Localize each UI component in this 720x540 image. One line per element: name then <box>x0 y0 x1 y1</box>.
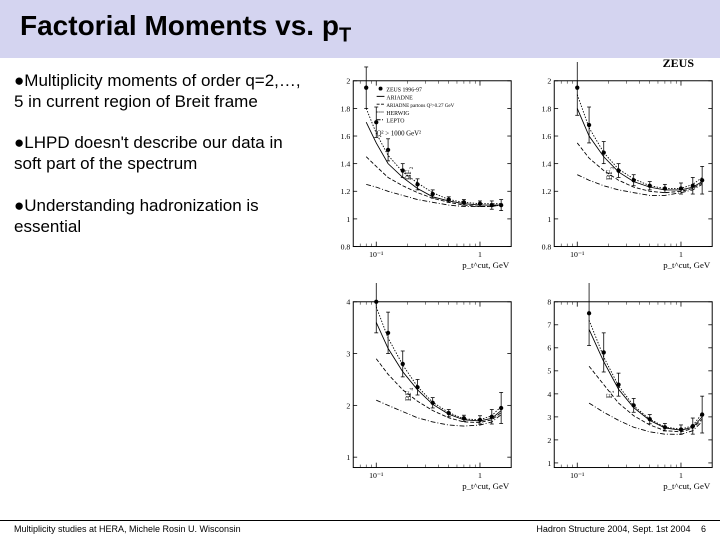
svg-text:p_t^cut, GeV: p_t^cut, GeV <box>462 260 510 270</box>
svg-text:10⁻¹: 10⁻¹ <box>570 250 585 259</box>
title-bar: Factorial Moments vs. pT <box>0 0 720 58</box>
bullet-dot: ● <box>14 71 24 90</box>
bullet-1-text: Multiplicity moments of order q=2,…, 5 i… <box>14 71 301 111</box>
bullet-3: ●Understanding hadronization is essentia… <box>14 195 314 238</box>
svg-text:2: 2 <box>346 401 350 410</box>
svg-text:2: 2 <box>547 435 551 444</box>
bullet-2: ●LHPD doesn't describe our data in soft … <box>14 132 314 175</box>
svg-text:1: 1 <box>547 458 551 467</box>
svg-text:1.6: 1.6 <box>542 132 552 141</box>
svg-text:1: 1 <box>679 471 683 480</box>
svg-text:2: 2 <box>547 76 551 85</box>
svg-text:HERWIG: HERWIG <box>386 110 410 116</box>
svg-text:1: 1 <box>478 471 482 480</box>
chart-f5: 1 2 3 4 5 6 7 8 10⁻¹ 1 F₅ p_t^cut, GeV <box>525 283 720 498</box>
svg-text:1.8: 1.8 <box>341 104 351 113</box>
text-column: ●Multiplicity moments of order q=2,…, 5 … <box>0 58 324 498</box>
chart-bf4: 1 2 3 4 10⁻¹ 1 BF₄ p_t^cut, GeV <box>324 283 519 498</box>
bullet-dot: ● <box>14 133 24 152</box>
svg-text:7: 7 <box>547 320 551 329</box>
svg-text:1.4: 1.4 <box>341 159 351 168</box>
charts-column: ZEUS 0.811.21.41.61.8210⁻¹1BF₂p_t^cut, G… <box>324 58 720 498</box>
svg-text:6: 6 <box>547 343 551 352</box>
title-main: Factorial Moments vs. p <box>20 10 339 41</box>
svg-text:0.8: 0.8 <box>341 242 351 251</box>
svg-text:ARIADNE partons Q²>0.27 GeV: ARIADNE partons Q²>0.27 GeV <box>386 103 454 109</box>
svg-text:BF₂: BF₂ <box>403 166 413 180</box>
footer: Multiplicity studies at HERA, Michele Ro… <box>0 520 720 534</box>
svg-text:Q² > 1000 GeV²: Q² > 1000 GeV² <box>377 130 421 137</box>
svg-text:3: 3 <box>547 412 551 421</box>
svg-text:10⁻¹: 10⁻¹ <box>570 471 585 480</box>
title-sub: T <box>339 25 351 47</box>
bullet-2-text: LHPD doesn't describe our data in soft p… <box>14 133 283 173</box>
chart-grid: 0.8 1 1.2 1.4 1.6 1.8 2 10⁻¹ 1 BF₂ p_t^cut, GeV ZEU… <box>324 62 720 498</box>
svg-text:1.8: 1.8 <box>542 104 552 113</box>
svg-text:1.4: 1.4 <box>542 159 552 168</box>
svg-text:1: 1 <box>679 250 683 259</box>
chart-bf3: 0.8 1 1.2 1.4 1.6 1.8 2 10⁻¹ 1 BF₃ p_t^cut, GeV <box>525 62 720 277</box>
svg-text:1: 1 <box>547 214 551 223</box>
page-number: 6 <box>701 524 706 534</box>
svg-text:1.2: 1.2 <box>341 187 351 196</box>
svg-text:p_t^cut, GeV: p_t^cut, GeV <box>462 481 510 491</box>
svg-text:1: 1 <box>346 214 350 223</box>
svg-text:10⁻¹: 10⁻¹ <box>369 250 384 259</box>
svg-text:p_t^cut, GeV: p_t^cut, GeV <box>663 260 711 270</box>
svg-text:4: 4 <box>547 389 551 398</box>
bullet-dot: ● <box>14 196 24 215</box>
svg-text:ZEUS 1996-97: ZEUS 1996-97 <box>386 87 422 93</box>
svg-text:1.6: 1.6 <box>341 132 351 141</box>
svg-text:BF₄: BF₄ <box>403 387 413 401</box>
svg-text:BF₃: BF₃ <box>604 166 614 180</box>
svg-text:LEPTO: LEPTO <box>386 118 404 124</box>
chart-bf2: 0.8 1 1.2 1.4 1.6 1.8 2 10⁻¹ 1 BF₂ p_t^cut, GeV ZEU… <box>324 62 519 277</box>
svg-text:1.2: 1.2 <box>542 187 552 196</box>
svg-text:p_t^cut, GeV: p_t^cut, GeV <box>663 481 711 491</box>
svg-text:F₅: F₅ <box>604 390 614 398</box>
bullet-3-text: Understanding hadronization is essential <box>14 196 259 236</box>
svg-text:10⁻¹: 10⁻¹ <box>369 471 384 480</box>
footer-right: Hadron Structure 2004, Sept. 1st 2004 6 <box>536 524 706 534</box>
svg-text:1: 1 <box>478 250 482 259</box>
content-area: ●Multiplicity moments of order q=2,…, 5 … <box>0 58 720 498</box>
svg-text:1: 1 <box>346 453 350 462</box>
svg-text:ARIADNE: ARIADNE <box>386 95 413 101</box>
svg-text:0.8: 0.8 <box>542 242 552 251</box>
svg-text:2: 2 <box>346 76 350 85</box>
svg-text:5: 5 <box>547 366 551 375</box>
bullet-1: ●Multiplicity moments of order q=2,…, 5 … <box>14 70 314 113</box>
svg-text:4: 4 <box>346 297 350 306</box>
svg-text:8: 8 <box>547 297 551 306</box>
footer-left: Multiplicity studies at HERA, Michele Ro… <box>14 524 241 534</box>
svg-text:3: 3 <box>346 349 350 358</box>
